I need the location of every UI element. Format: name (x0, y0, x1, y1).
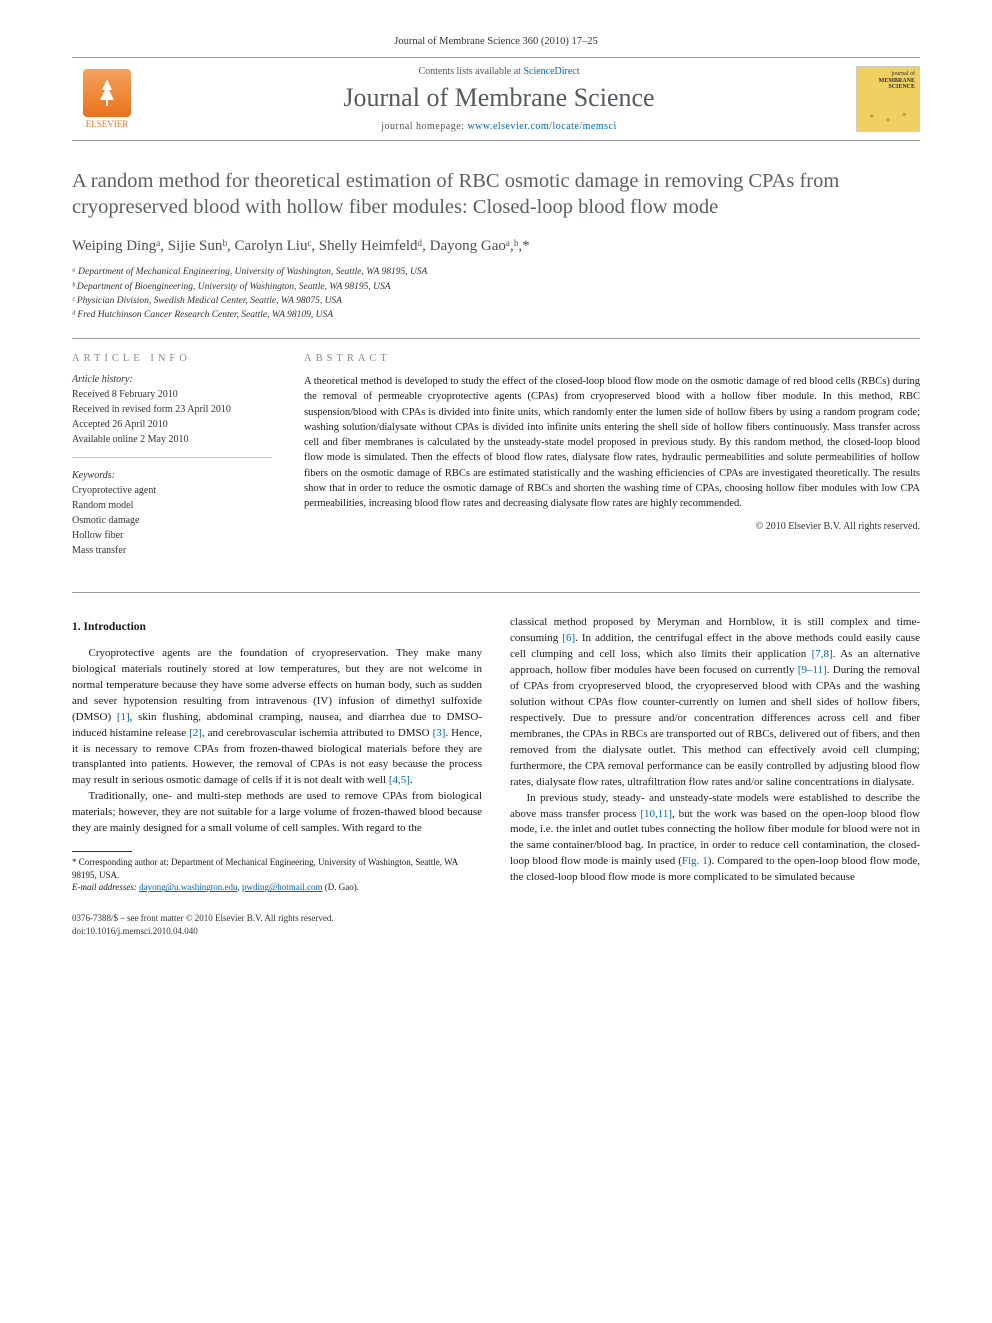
intro-para-3: In previous study, steady- and unsteady-… (510, 791, 920, 887)
affiliation-b: ᵇ Department of Bioengineering, Universi… (72, 280, 920, 294)
history-accepted: Accepted 26 April 2010 (72, 417, 272, 432)
affiliation-d: ᵈ Fred Hutchinson Cancer Research Center… (72, 308, 920, 322)
author-list: Weiping Dingᵃ, Sijie Sunᵇ, Carolyn Liuᶜ,… (72, 238, 920, 255)
intro-para-2: Traditionally, one- and multi-step metho… (72, 789, 482, 837)
elsevier-logo-text: ELSEVIER (86, 119, 129, 129)
homepage-prefix: journal homepage: (381, 121, 467, 132)
front-matter-line: 0376-7388/$ – see front matter © 2010 El… (72, 912, 920, 937)
affiliations: ᵃ Department of Mechanical Engineering, … (72, 265, 920, 322)
affiliation-c: ᶜ Physician Division, Swedish Medical Ce… (72, 294, 920, 308)
keyword-5: Mass transfer (72, 543, 272, 558)
affiliation-a: ᵃ Department of Mechanical Engineering, … (72, 265, 920, 279)
ref-4-5[interactable]: [4,5] (389, 774, 410, 786)
journal-header: ELSEVIER Contents lists available at Sci… (72, 57, 920, 141)
intro-para-2-continued: classical method proposed by Meryman and… (510, 615, 920, 790)
ref-2[interactable]: [2] (189, 727, 202, 739)
history-revised: Received in revised form 23 April 2010 (72, 402, 272, 417)
issn-copyright-line: 0376-7388/$ – see front matter © 2010 El… (72, 912, 920, 925)
keyword-1: Cryoprotective agent (72, 483, 272, 498)
journal-homepage-line: journal homepage: www.elsevier.com/locat… (142, 121, 856, 132)
email-link-1[interactable]: dayong@u.washington.edu (139, 882, 237, 892)
intro-para-1: Cryoprotective agents are the foundation… (72, 646, 482, 789)
article-title: A random method for theoretical estimati… (72, 169, 920, 220)
journal-name: Journal of Membrane Science (142, 83, 856, 113)
keyword-2: Random model (72, 498, 272, 513)
ref-1[interactable]: [1] (117, 711, 130, 723)
elsevier-tree-icon (83, 69, 131, 117)
article-history-label: Article history: (72, 374, 272, 385)
abstract-copyright: © 2010 Elsevier B.V. All rights reserved… (304, 521, 920, 532)
keyword-4: Hollow fiber (72, 528, 272, 543)
running-citation: Journal of Membrane Science 360 (2010) 1… (72, 36, 920, 47)
article-history-block: Article history: Received 8 February 201… (72, 374, 272, 458)
keywords-block: Keywords: Cryoprotective agent Random mo… (72, 470, 272, 568)
ref-9-11[interactable]: [9–11] (798, 664, 827, 676)
ref-7-8[interactable]: [7,8] (812, 648, 833, 660)
ref-6[interactable]: [6] (562, 632, 575, 644)
abstract-text: A theoretical method is developed to stu… (304, 374, 920, 511)
history-online: Available online 2 May 2010 (72, 432, 272, 447)
journal-cover-thumbnail: journal of MEMBRANE SCIENCE (856, 66, 920, 132)
body-text-columns: 1. Introduction Cryoprotective agents ar… (72, 615, 920, 894)
cover-label-main: MEMBRANE SCIENCE (861, 78, 915, 91)
ref-10-11[interactable]: [10,11] (640, 808, 672, 820)
article-info-heading: article info (72, 353, 272, 364)
cover-label-top: journal of (861, 71, 915, 78)
elsevier-logo: ELSEVIER (72, 66, 142, 132)
article-info-abstract-row: article info Article history: Received 8… (72, 338, 920, 593)
email-footnote: E-mail addresses: dayong@u.washington.ed… (72, 881, 482, 894)
ref-3[interactable]: [3] (433, 727, 446, 739)
abstract-heading: abstract (304, 353, 920, 364)
article-info-column: article info Article history: Received 8… (72, 353, 272, 580)
contents-available-line: Contents lists available at ScienceDirec… (142, 66, 856, 77)
footnote-rule (72, 851, 132, 852)
sciencedirect-link[interactable]: ScienceDirect (523, 66, 579, 77)
abstract-column: abstract A theoretical method is develop… (304, 353, 920, 580)
history-received: Received 8 February 2010 (72, 387, 272, 402)
journal-homepage-link[interactable]: www.elsevier.com/locate/memsci (467, 121, 616, 132)
section-1-heading: 1. Introduction (72, 619, 482, 636)
fig-1-ref[interactable]: Fig. 1 (682, 855, 708, 867)
doi-line: doi:10.1016/j.memsci.2010.04.040 (72, 925, 920, 938)
contents-prefix: Contents lists available at (418, 66, 523, 77)
corresponding-author-footnote: * Corresponding author at: Department of… (72, 856, 482, 881)
email-link-2[interactable]: pwding@hotmail.com (242, 882, 323, 892)
header-center: Contents lists available at ScienceDirec… (142, 66, 856, 132)
keyword-3: Osmotic damage (72, 513, 272, 528)
keywords-label: Keywords: (72, 470, 272, 481)
